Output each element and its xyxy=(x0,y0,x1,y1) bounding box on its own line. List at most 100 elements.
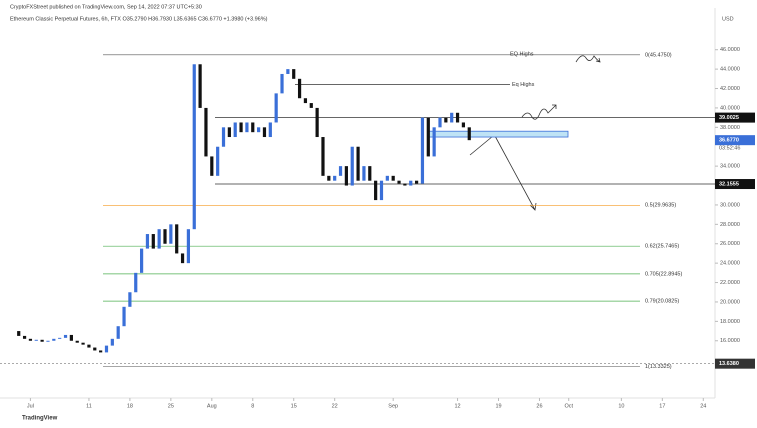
candle xyxy=(309,103,313,108)
fib-label: 0.705(22.8945) xyxy=(645,271,682,277)
candle xyxy=(22,335,27,339)
candle xyxy=(75,340,79,343)
candle xyxy=(444,117,448,123)
candle xyxy=(356,146,360,181)
candle xyxy=(292,69,296,79)
price-tag-label: 32.1555 xyxy=(719,181,739,187)
candle xyxy=(175,224,179,254)
price-tag xyxy=(715,135,755,146)
y-tick-label: 20.0000 xyxy=(720,299,740,305)
x-tick-label: 12 xyxy=(454,403,460,409)
x-tick-label: Sep xyxy=(388,403,398,409)
x-tick-label: 11 xyxy=(86,403,92,409)
y-tick-label: 40.0000 xyxy=(720,105,740,111)
x-tick-label: Jul xyxy=(27,403,34,409)
candle xyxy=(409,180,413,186)
fib-label: 1(13.3325) xyxy=(645,364,672,370)
zone xyxy=(427,130,569,138)
x-tick-label: 18 xyxy=(127,403,133,409)
y-tick-label: 30.0000 xyxy=(720,202,740,208)
candle xyxy=(233,122,237,138)
price-tag xyxy=(715,358,755,369)
candle xyxy=(403,183,407,186)
x-tick-label: 10 xyxy=(618,403,624,409)
candle xyxy=(227,127,231,138)
candle xyxy=(333,175,337,181)
y-tick-label: 24.0000 xyxy=(720,261,740,267)
candle xyxy=(274,93,278,123)
squiggle xyxy=(521,104,557,120)
candle xyxy=(134,272,138,293)
candle xyxy=(286,69,290,74)
arrow xyxy=(469,135,494,156)
y-tick-label: 42.0000 xyxy=(720,86,740,92)
candle xyxy=(344,166,348,186)
fib-label: 0.79(20.0825) xyxy=(645,299,679,305)
candle xyxy=(251,122,255,133)
candle xyxy=(338,166,343,176)
y-tick-label: 46.0000 xyxy=(720,47,740,53)
price-tag-label: 39.0025 xyxy=(719,115,739,121)
x-tick-label: 25 xyxy=(168,403,174,409)
candle xyxy=(432,127,436,157)
candle xyxy=(69,334,73,341)
candle xyxy=(461,122,466,128)
candle xyxy=(385,175,389,181)
x-tick-label: 8 xyxy=(251,403,254,409)
candle xyxy=(87,344,91,348)
x-tick-label: 17 xyxy=(659,403,665,409)
y-tick-label: 34.0000 xyxy=(720,164,740,170)
currency: USD xyxy=(722,16,734,22)
x-tick-label: 15 xyxy=(291,403,297,409)
candle xyxy=(362,166,366,181)
candle xyxy=(204,107,208,157)
candle xyxy=(280,73,284,94)
y-tick-label: 18.0000 xyxy=(720,319,740,325)
price-tag-label: 36.6770 xyxy=(719,138,739,144)
squiggle xyxy=(575,55,601,63)
candle xyxy=(110,338,114,346)
candle xyxy=(397,180,401,184)
candle xyxy=(210,156,214,176)
candle xyxy=(467,127,471,141)
fib-label: 0.62(25.7465) xyxy=(645,244,679,250)
y-tick-label: 38.0000 xyxy=(720,125,740,131)
candle xyxy=(151,234,155,249)
annotation: Eq Highs xyxy=(512,82,535,88)
candle xyxy=(420,117,425,184)
y-tick-label: 28.0000 xyxy=(720,222,740,228)
candle xyxy=(414,180,419,184)
x-tick-label: 26 xyxy=(536,403,542,409)
candle xyxy=(221,127,226,147)
candle xyxy=(321,137,325,176)
candle xyxy=(303,98,308,104)
candle xyxy=(46,340,50,342)
candle xyxy=(216,146,220,176)
candle xyxy=(455,112,460,123)
candle xyxy=(122,306,126,327)
publisher: CryptoFXStreet published on TradingView.… xyxy=(10,4,202,10)
y-tick-label: 22.0000 xyxy=(720,280,740,286)
x-tick-label: 19 xyxy=(495,403,501,409)
candle xyxy=(180,253,185,264)
candle xyxy=(374,180,378,201)
y-tick-label: 16.0000 xyxy=(720,338,740,344)
candle xyxy=(438,117,442,128)
candle xyxy=(145,234,150,249)
candle xyxy=(268,122,272,138)
candle xyxy=(40,339,44,342)
price-tag xyxy=(715,179,755,190)
brand: TradingView xyxy=(22,416,58,422)
y-tick-label: 44.0000 xyxy=(720,67,740,73)
candle xyxy=(163,229,167,244)
y-tick-label: 26.0000 xyxy=(720,241,740,247)
candle xyxy=(169,224,173,244)
candle xyxy=(157,229,161,249)
candle xyxy=(262,127,267,138)
x-tick-label: 22 xyxy=(332,403,338,409)
candle xyxy=(116,326,120,339)
candle xyxy=(297,78,302,99)
x-tick-label: Oct xyxy=(564,403,573,409)
